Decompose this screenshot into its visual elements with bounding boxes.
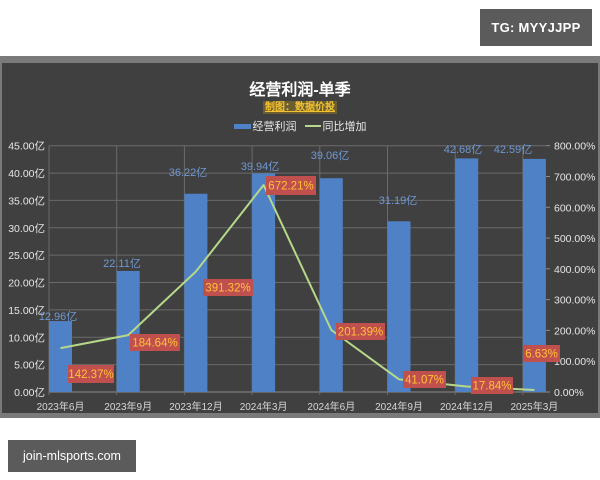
left-axis-tick-label: 0.00亿 xyxy=(14,386,45,399)
yoy-growth-line xyxy=(60,184,535,391)
bar-operating-profit xyxy=(455,158,479,392)
left-axis-tick-label: 45.00亿 xyxy=(8,140,45,153)
yoy-value-label-text: 184.64% xyxy=(132,338,177,350)
yoy-value-label-bg xyxy=(203,279,253,296)
right-axis-tick-label: 300.00% xyxy=(554,295,595,307)
yoy-value-label-bg xyxy=(336,323,385,340)
chart-title: 经营利润-单季 xyxy=(249,82,351,99)
yoy-value-label-bg xyxy=(471,377,513,394)
left-axis-tick-label: 30.00亿 xyxy=(8,222,45,235)
bar-value-label: 36.22亿 xyxy=(169,166,208,179)
yoy-value-label-bg xyxy=(403,371,446,388)
left-axis-tick-label: 15.00亿 xyxy=(8,304,45,317)
x-axis-tick-label: 2024年6月 xyxy=(307,400,355,413)
right-axis-tick-label: 100.00% xyxy=(554,356,595,368)
yoy-value-label: 142.37% xyxy=(68,365,114,383)
right-axis-tick-label: 800.00% xyxy=(554,141,595,153)
bar-value-label: 12.96亿 xyxy=(39,310,78,323)
x-axis-tick-label: 2024年3月 xyxy=(240,400,288,413)
chart-subtitle: 制图：数据价投 xyxy=(263,101,337,114)
bar-operating-profit xyxy=(387,221,411,392)
bar-operating-profit xyxy=(184,193,208,392)
yoy-value-label: 17.84% xyxy=(471,377,513,394)
legend-item-yoy-growth: 同比增加 xyxy=(304,118,367,134)
left-axis-tick-label: 5.00亿 xyxy=(14,359,45,372)
left-axis-tick-label: 40.00亿 xyxy=(8,167,45,180)
left-axis-tick-label: 35.00亿 xyxy=(8,194,45,207)
bar-operating-profit xyxy=(522,158,546,392)
right-axis-tick-label: 500.00% xyxy=(554,233,595,245)
legend-item-operating-profit: 经营利润 xyxy=(233,118,297,134)
bar-value-label: 42.59亿 xyxy=(494,143,533,156)
yoy-value-label: 41.07% xyxy=(403,371,446,388)
x-axis-tick-label: 2025年3月 xyxy=(510,400,558,413)
x-axis-tick-label: 2024年9月 xyxy=(375,400,423,413)
yoy-value-label-text: 201.39% xyxy=(338,327,383,339)
bar-value-label: 39.94亿 xyxy=(241,160,280,173)
right-axis-tick-label: 200.00% xyxy=(554,325,595,337)
legend-label: 同比增加 xyxy=(322,121,367,133)
chart-panel xyxy=(2,63,598,413)
bar-value-label: 22.11亿 xyxy=(103,257,141,270)
x-axis-tick-label: 2024年12月 xyxy=(440,400,493,413)
left-axis-tick-label: 25.00亿 xyxy=(8,249,45,262)
yoy-value-label-bg xyxy=(266,176,316,195)
yoy-value-label: 184.64% xyxy=(130,334,180,351)
bar-value-label: 39.06亿 xyxy=(311,149,350,162)
yoy-value-label-text: 142.37% xyxy=(68,369,113,381)
yoy-value-label-text: 391.32% xyxy=(205,283,250,295)
telegram-watermark: TG: MYYJJPP xyxy=(480,9,592,46)
yoy-value-label-text: 41.07% xyxy=(405,375,444,387)
bar-operating-profit xyxy=(252,173,276,392)
yoy-value-label: 201.39% xyxy=(336,323,385,340)
right-axis-tick-label: 0.00% xyxy=(554,387,584,399)
yoy-value-label-bg xyxy=(130,334,180,351)
x-axis-tick-label: 2023年9月 xyxy=(104,400,152,413)
right-axis-tick-label: 700.00% xyxy=(554,171,595,183)
x-axis-tick-label: 2023年12月 xyxy=(169,400,222,413)
yoy-value-label: 6.63% xyxy=(523,345,560,362)
chart-frame xyxy=(0,56,600,418)
yoy-value-label-text: 17.84% xyxy=(472,381,511,393)
right-axis-tick-label: 400.00% xyxy=(554,264,595,276)
legend-line-swatch-icon xyxy=(304,125,321,127)
yoy-value-label-text: 6.63% xyxy=(525,349,558,361)
yoy-value-label-bg xyxy=(523,345,560,362)
yoy-value-label: 391.32% xyxy=(203,279,253,296)
bar-operating-profit xyxy=(319,178,343,392)
yoy-value-label-text: 672.21% xyxy=(268,181,313,193)
legend-label: 经营利润 xyxy=(252,121,297,133)
bar-operating-profit xyxy=(116,270,140,392)
left-axis-tick-label: 10.00亿 xyxy=(8,331,45,344)
website-watermark: join-mlsports.com xyxy=(8,440,136,472)
yoy-value-label: 672.21% xyxy=(266,176,316,195)
chart-legend: 经营利润 同比增加 xyxy=(0,118,600,134)
chart-subtitle-container: 制图：数据价投 xyxy=(0,97,600,115)
x-axis-tick-label: 2023年6月 xyxy=(37,400,85,413)
left-axis-tick-label: 20.00亿 xyxy=(8,277,45,290)
right-axis-tick-label: 600.00% xyxy=(554,202,595,214)
bar-value-label: 42.68亿 xyxy=(444,143,483,156)
legend-bar-swatch-icon xyxy=(233,123,251,129)
bar-operating-profit xyxy=(49,321,72,392)
yoy-value-label-bg xyxy=(68,365,114,383)
bar-value-label: 31.19亿 xyxy=(379,194,418,207)
